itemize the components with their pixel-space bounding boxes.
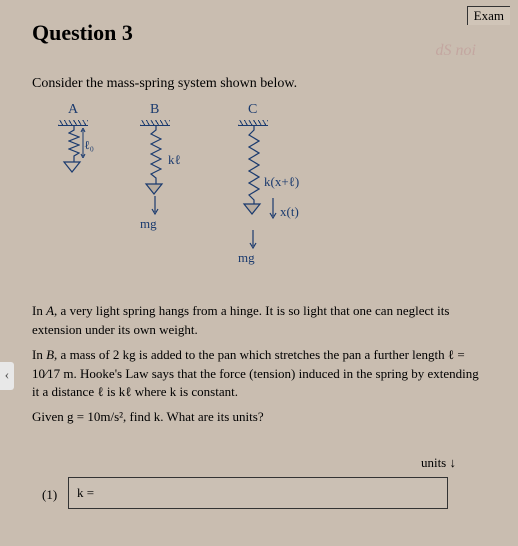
p1a: In — [32, 303, 46, 318]
label-xt: x(t) — [280, 204, 299, 220]
answer-number: (1) — [42, 477, 68, 509]
label-c: C — [248, 102, 257, 118]
answer-row: (1) k = — [42, 477, 486, 509]
p3a: Given — [32, 409, 67, 424]
page-content: Question 3 dS noi Consider the mass-spri… — [0, 0, 518, 529]
label-kl: kℓ — [168, 152, 181, 168]
p1b: , a very light spring hangs from a hinge… — [32, 303, 449, 337]
label-b: B — [150, 102, 159, 118]
label-mg-c: mg — [238, 250, 255, 266]
chevron-left-icon[interactable]: ‹ — [0, 362, 14, 390]
label-mg-b: mg — [140, 216, 157, 232]
answer-box[interactable]: k = — [68, 477, 448, 509]
para-given: Given g = 10m/s², find k. What are its u… — [32, 408, 486, 427]
p3g: g = 10m/s² — [67, 409, 123, 424]
p2a: In — [32, 347, 46, 362]
bleed-text: dS noi — [436, 42, 476, 60]
p2b: , a mass of 2 kg is added to the pan whi… — [54, 347, 448, 362]
spring-c — [248, 126, 260, 204]
units-label: units ↓ — [32, 455, 486, 471]
p1A: A — [46, 303, 54, 318]
pan-a — [62, 160, 82, 174]
body-text: In A, a very light spring hangs from a h… — [32, 302, 486, 427]
exam-tag: Exam — [467, 6, 510, 25]
p2B: B — [46, 347, 54, 362]
para-a: In A, a very light spring hangs from a h… — [32, 302, 486, 340]
arrow-mg-c — [248, 230, 258, 250]
p3b: , find k. What are its units? — [123, 409, 264, 424]
question-title: Question 3 — [32, 20, 486, 46]
para-b: In B, a mass of 2 kg is added to the pan… — [32, 346, 486, 403]
pan-b — [144, 182, 164, 196]
diagram: A B C ℓ₀ kℓ mg — [62, 102, 322, 292]
answer-prefix: k = — [77, 485, 94, 501]
spring-b — [150, 126, 162, 184]
arrow-mg-b — [150, 196, 160, 216]
spring-a — [68, 126, 80, 162]
label-kxl: k(x+ℓ) — [264, 174, 299, 190]
label-a: A — [68, 102, 78, 118]
question-prompt: Consider the mass-spring system shown be… — [32, 76, 486, 92]
arrow-xt — [268, 198, 278, 220]
arrow-l0 — [80, 128, 86, 158]
pan-c — [242, 202, 262, 216]
p2c: . Hooke's Law says that the force (tensi… — [32, 366, 479, 400]
